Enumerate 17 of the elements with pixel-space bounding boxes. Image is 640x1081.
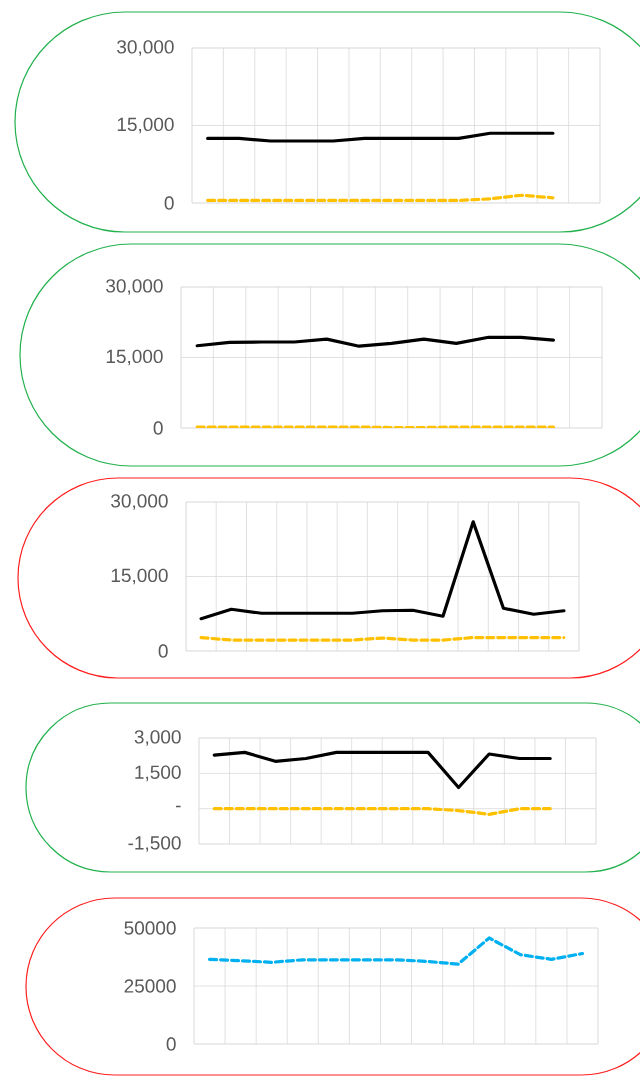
y-tick-label: - (175, 805, 181, 808)
y-tick-label: -1,500 (128, 836, 181, 852)
y-tick-label: 15,000 (106, 349, 163, 366)
y-tick-label: 15,000 (111, 568, 168, 585)
y-tick-label: 30,000 (111, 494, 168, 510)
y-tick-label: 30,000 (117, 40, 174, 56)
line-series (195, 335, 556, 348)
y-tick-label: 0 (164, 196, 174, 210)
y-tick-label: 3,000 (134, 730, 181, 746)
y-tick-label: 0 (153, 421, 163, 435)
y-tick-label: 15,000 (117, 117, 174, 134)
y-tick-label: 50000 (124, 921, 176, 935)
y-tick-label: 0 (166, 1037, 176, 1051)
y-tick-label: 30,000 (106, 279, 163, 295)
y-tick-label: 1,500 (135, 765, 181, 782)
y-tick-label: 25000 (124, 979, 176, 993)
y-tick-label: 0 (158, 644, 168, 658)
